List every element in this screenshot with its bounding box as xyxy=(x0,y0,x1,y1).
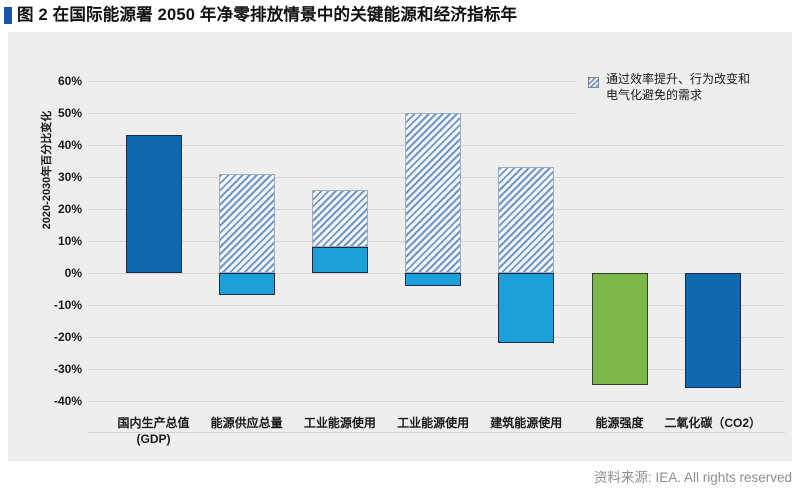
bar-segment-net-change xyxy=(405,273,462,286)
bar-segment-avoided-demand xyxy=(498,167,555,273)
bar-segment-net-change xyxy=(591,273,648,385)
source-note: 资料来源: IEA. All rights reserved xyxy=(593,470,792,485)
bar-segment-net-change xyxy=(218,273,275,296)
y-tick-label: -10% xyxy=(53,298,82,312)
x-axis-label: 国内生产总值 (GDP) xyxy=(117,416,190,446)
bar-segment-net-change xyxy=(125,135,182,273)
y-tick-label: -40% xyxy=(53,394,82,408)
figure-title-bar: 图 2 在国际能源署 2050 年净零排放情景中的关键能源和经济指标年 xyxy=(4,5,517,26)
hatch-swatch-icon xyxy=(588,77,599,88)
gridline xyxy=(88,337,785,338)
x-axis-label: 能源供应总量 xyxy=(210,416,283,430)
y-tick-label: 20% xyxy=(57,202,82,216)
x-axis-label: 能源强度 xyxy=(595,416,644,430)
x-axis-label: 建筑能源使用 xyxy=(490,416,563,430)
y-tick-label: 60% xyxy=(57,74,82,88)
bar-segment-net-change xyxy=(684,273,741,389)
x-axis-label: 工业能源使用 xyxy=(303,416,376,430)
x-axis-label: 工业能源使用 xyxy=(397,416,470,430)
legend-label: 通过效率提升、行为改变和 电气化避免的需求 xyxy=(606,72,751,102)
figure-title: 图 2 在国际能源署 2050 年净零排放情景中的关键能源和经济指标年 xyxy=(17,6,518,24)
y-tick-label: 0% xyxy=(64,266,82,280)
y-tick-label: 40% xyxy=(57,138,82,152)
x-axis-label: 二氧化碳（CO2） xyxy=(664,416,762,430)
y-tick-label: -20% xyxy=(53,330,82,344)
y-tick-label: 30% xyxy=(57,170,82,184)
y-tick-label: -30% xyxy=(53,362,82,376)
bar-segment-avoided-demand xyxy=(405,113,462,273)
gridline xyxy=(88,305,785,306)
bar-segment-avoided-demand xyxy=(311,189,368,248)
gridline xyxy=(88,401,785,402)
title-marker-icon xyxy=(4,7,12,24)
gridline xyxy=(88,369,785,370)
y-tick-label: 10% xyxy=(57,234,82,248)
y-tick-label: 50% xyxy=(57,106,82,120)
legend: 通过效率提升、行为改变和 电气化避免的需求 xyxy=(576,68,785,120)
gridline xyxy=(88,81,785,82)
axis-bottom-line xyxy=(88,432,785,433)
bar-segment-net-change xyxy=(311,247,368,273)
bar-segment-avoided-demand xyxy=(218,173,275,273)
chart-panel: 2020-2030年百分比变化 通过效率提升、行为改变和 电气化避免的需求 60… xyxy=(8,32,792,461)
bar-segment-net-change xyxy=(498,273,555,344)
